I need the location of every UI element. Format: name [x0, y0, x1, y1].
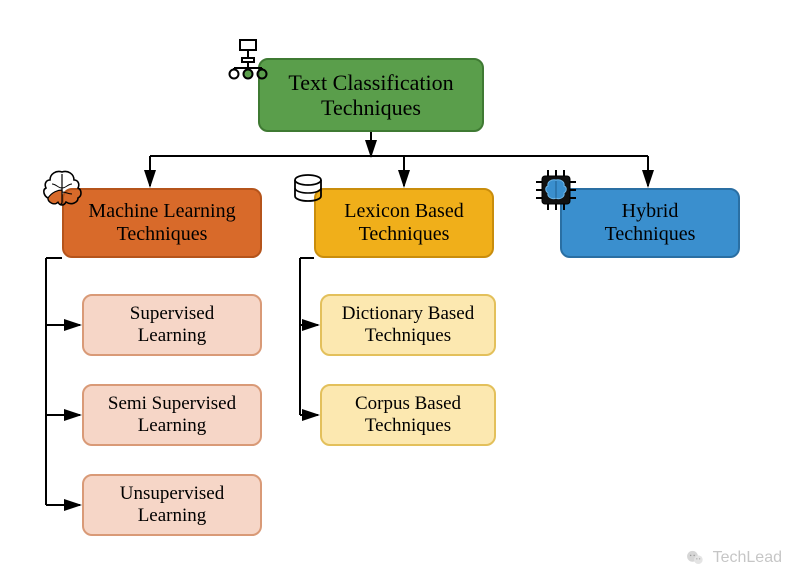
node-ml-label: Machine LearningTechniques	[88, 200, 235, 246]
brain-icon	[38, 166, 86, 210]
node-ml-unsupervised-label: UnsupervisedLearning	[120, 483, 224, 527]
node-lex-label: Lexicon BasedTechniques	[344, 200, 463, 246]
node-lex-corpus: Corpus BasedTechniques	[320, 384, 496, 446]
node-lex-corpus-label: Corpus BasedTechniques	[355, 393, 461, 437]
node-root-label: Text ClassificationTechniques	[288, 70, 453, 121]
node-lex: Lexicon BasedTechniques	[314, 188, 494, 258]
watermark: TechLead	[685, 548, 782, 568]
wechat-icon	[685, 548, 705, 568]
node-hyb-label: HybridTechniques	[605, 200, 696, 246]
node-lex-dictionary-label: Dictionary BasedTechniques	[342, 303, 474, 347]
node-ml-semisupervised-label: Semi SupervisedLearning	[108, 393, 236, 437]
node-lex-dictionary: Dictionary BasedTechniques	[320, 294, 496, 356]
node-root: Text ClassificationTechniques	[258, 58, 484, 132]
watermark-text: TechLead	[713, 549, 782, 567]
node-ml-semisupervised: Semi SupervisedLearning	[82, 384, 262, 446]
node-ml-supervised-label: SupervisedLearning	[130, 303, 214, 347]
node-ml-unsupervised: UnsupervisedLearning	[82, 474, 262, 536]
node-ml-supervised: SupervisedLearning	[82, 294, 262, 356]
database-icon	[290, 172, 326, 206]
chip-brain-icon	[534, 168, 578, 212]
node-ml: Machine LearningTechniques	[62, 188, 262, 258]
node-hyb: HybridTechniques	[560, 188, 740, 258]
flowchart-icon	[222, 38, 274, 82]
